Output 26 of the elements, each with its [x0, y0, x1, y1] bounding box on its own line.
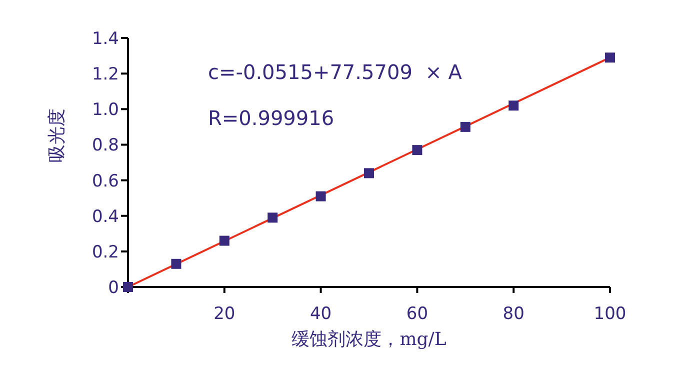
point — [364, 168, 374, 178]
point — [412, 145, 422, 156]
point — [268, 212, 278, 223]
point — [460, 122, 470, 132]
x-axis-title: 缓蚀剂浓度，mg/L — [292, 329, 446, 350]
y-tick-label: 0.2 — [92, 242, 119, 262]
y-tick-label: 1.0 — [92, 100, 119, 120]
point — [219, 236, 230, 246]
x-tick-label: 20 — [214, 304, 236, 324]
y-tick-label: 0 — [108, 278, 119, 298]
y-tick-label: 0.4 — [92, 206, 119, 227]
point — [605, 52, 615, 63]
y-tick-label: 0.8 — [92, 136, 119, 156]
y-axis-title: 吸光度 — [46, 108, 68, 162]
x-tick-label: 60 — [406, 304, 428, 324]
x-tick-label: 80 — [502, 304, 524, 324]
y-tick-label: 1.2 — [92, 64, 119, 85]
y-tick-label: 1.4 — [92, 29, 119, 50]
x-tick-label: 40 — [310, 304, 332, 324]
point — [171, 258, 182, 269]
annotation: c=-0.0515+77.5709 × A — [208, 60, 462, 84]
point — [508, 100, 519, 111]
point — [316, 191, 326, 202]
x-tick-label: 100 — [594, 304, 626, 324]
annotation: R=0.999916 — [208, 106, 334, 130]
y-tick-label: 0.6 — [92, 171, 119, 192]
